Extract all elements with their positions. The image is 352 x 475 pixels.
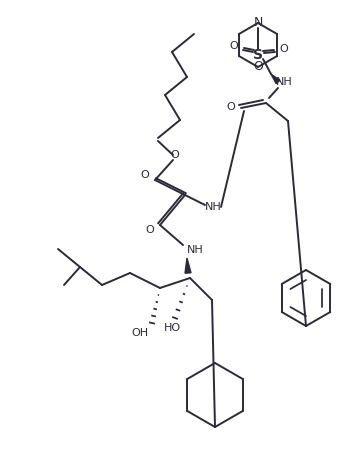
Text: NH: NH xyxy=(276,77,293,87)
Text: O: O xyxy=(230,41,238,51)
Text: O: O xyxy=(253,60,263,74)
Text: O: O xyxy=(146,225,155,235)
Text: O: O xyxy=(227,102,235,112)
Text: HO: HO xyxy=(163,323,181,333)
Text: O: O xyxy=(141,170,149,180)
Text: O: O xyxy=(171,150,180,160)
Text: N: N xyxy=(253,17,263,29)
Polygon shape xyxy=(271,74,280,84)
Text: NH: NH xyxy=(205,202,221,212)
Polygon shape xyxy=(185,258,191,273)
Text: OH: OH xyxy=(131,328,149,338)
Text: O: O xyxy=(279,44,288,54)
Text: S: S xyxy=(253,48,263,62)
Text: NH: NH xyxy=(187,245,203,255)
